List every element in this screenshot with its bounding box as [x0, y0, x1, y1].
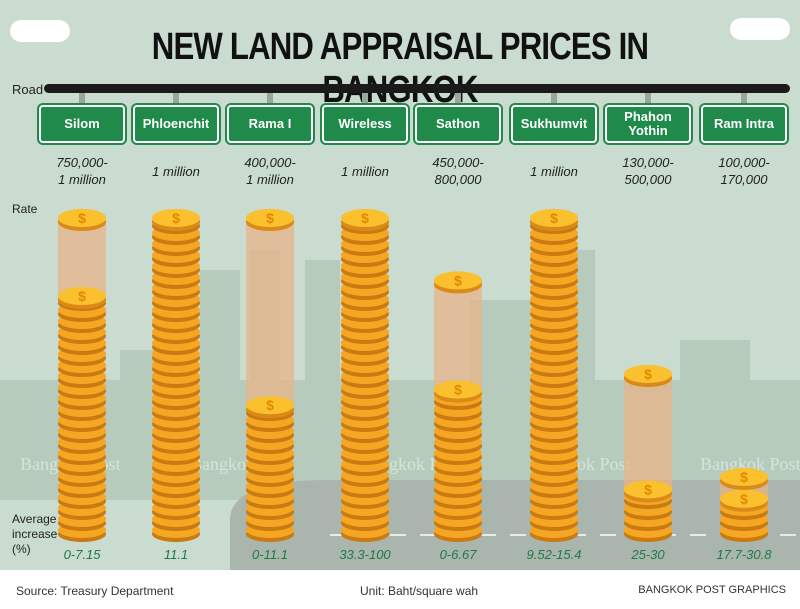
sign-post	[645, 93, 651, 105]
rate-range-bar	[246, 218, 294, 406]
road-sign: Rama I	[225, 103, 315, 145]
dollar-icon: $	[644, 481, 652, 497]
increase-value: 17.7-30.8	[716, 547, 772, 562]
road-sign: Sukhumvit	[509, 103, 599, 145]
dollar-icon: $	[172, 210, 180, 226]
road-label: Road	[12, 82, 44, 97]
dollar-icon: $	[644, 366, 652, 382]
rate-value: 1 million	[341, 163, 389, 179]
chart-title: NEW LAND APPRAISAL PRICES IN BANGKOK	[151, 26, 649, 111]
sign-post	[741, 93, 747, 105]
credit: BANGKOK POST GRAPHICS	[638, 584, 786, 596]
dollar-icon: $	[78, 288, 86, 304]
rate-value: 750,000- 1 million	[56, 155, 108, 187]
road-bar	[44, 84, 790, 93]
sign-post	[173, 93, 179, 105]
watermark: Bangkok Post	[700, 454, 800, 474]
dollar-icon: $	[78, 210, 86, 226]
cloud	[10, 20, 70, 42]
rate-value: 400,000- 1 million	[244, 155, 296, 187]
sign-post	[551, 93, 557, 105]
increase-value: 0-7.15	[63, 547, 101, 562]
rate-label: Rate	[12, 202, 38, 216]
dollar-icon: $	[266, 397, 274, 413]
rate-value: 100,000- 170,000	[718, 155, 770, 187]
sign-post	[267, 93, 273, 105]
dollar-icon: $	[361, 210, 369, 226]
rate-value: 1 million	[152, 163, 200, 179]
road-sign: Wireless	[320, 103, 410, 145]
dollar-icon: $	[454, 272, 462, 288]
dollar-icon: $	[266, 210, 274, 226]
increase-value: 0-11.1	[252, 547, 288, 562]
road-sign: Silom	[37, 103, 127, 145]
increase-value: 11.1	[163, 547, 189, 562]
rate-range-bar	[624, 374, 672, 490]
rate-value: 130,000- 500,000	[622, 155, 674, 187]
increase-label: (%)	[12, 542, 31, 556]
infographic: NEW LAND APPRAISAL PRICES IN BANGKOK Roa…	[0, 0, 800, 570]
road-sign: Sathon	[413, 103, 503, 145]
dollar-icon: $	[740, 491, 748, 507]
source: Source: Treasury Department	[16, 584, 174, 598]
cloud	[730, 18, 790, 40]
road-sign: Ram Intra	[699, 103, 789, 145]
sign-post	[455, 93, 461, 105]
road-sign: Phahon Yothin	[603, 103, 693, 145]
increase-value: 33.3-100	[339, 547, 391, 562]
increase-value: 25-30	[631, 547, 665, 562]
rate-value: 1 million	[530, 163, 578, 179]
increase-value: 9.52-15.4	[526, 547, 582, 562]
dollar-icon: $	[550, 210, 558, 226]
dollar-icon: $	[740, 469, 748, 485]
sign-post	[362, 93, 368, 105]
dollar-icon: $	[454, 382, 462, 398]
increase-value: 0-6.67	[439, 547, 477, 562]
road-sign: Phloenchit	[131, 103, 221, 145]
rate-value: 450,000- 800,000	[432, 155, 484, 187]
sign-post	[79, 93, 85, 105]
rate-range-bar	[434, 280, 482, 390]
increase-label: increase	[12, 527, 58, 541]
increase-label: Average	[12, 512, 57, 526]
unit: Unit: Baht/square wah	[360, 584, 479, 598]
coin-stacks: $ $ $ $ $ $ $ $ $ $ $ $ $	[58, 209, 768, 542]
